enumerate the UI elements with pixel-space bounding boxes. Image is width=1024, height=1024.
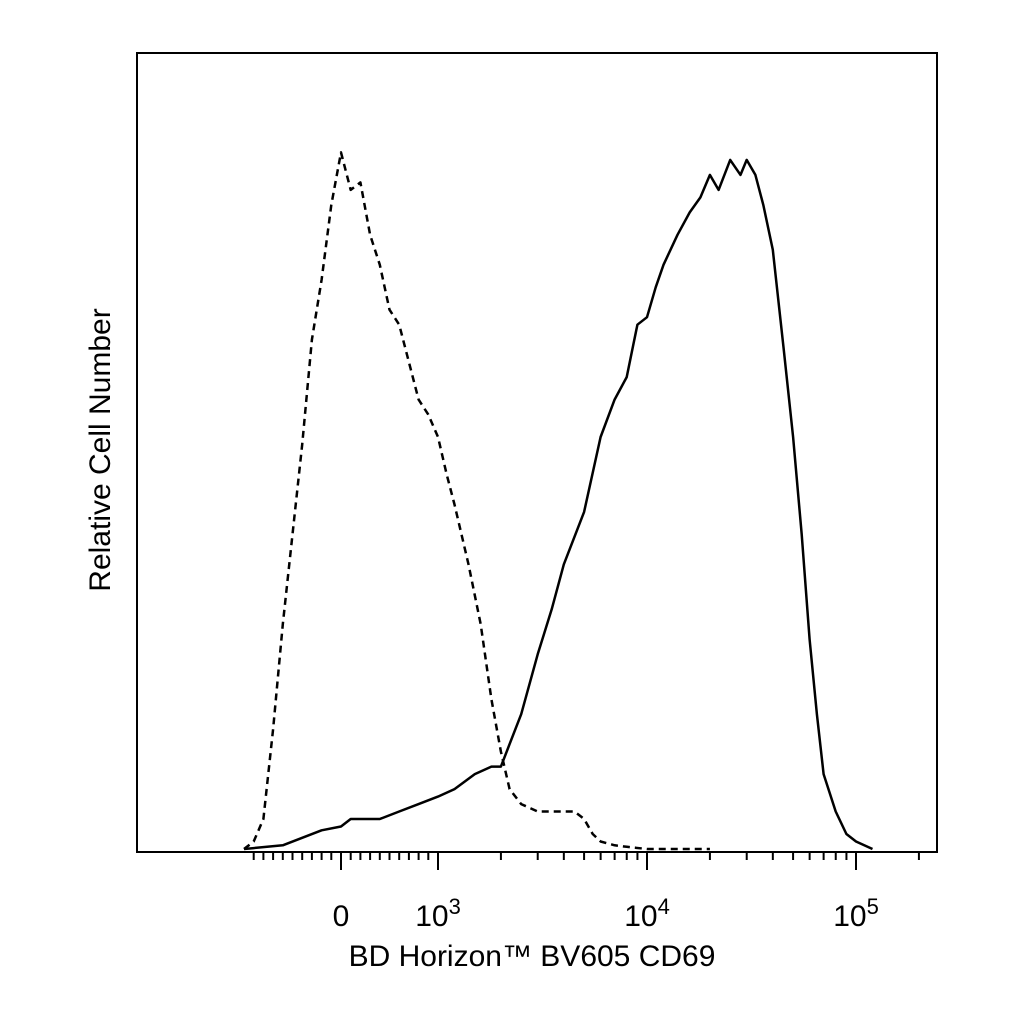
x-axis-label: BD Horizon™ BV605 CD69 [349,940,716,973]
y-axis-label: Relative Cell Number [84,308,117,591]
plot-frame [136,52,938,853]
major-ticks [340,852,857,870]
histogram-curves [243,151,874,851]
tick-labels: 0 103 104 105 [333,894,879,933]
series-line-dashed [243,151,710,851]
x-tick-label: 103 [415,894,461,933]
x-tick-label: 104 [624,894,670,933]
minor-ticks [252,852,920,860]
series-line-solid [243,158,874,851]
x-tick-label: 105 [833,894,879,933]
x-tick-label: 0 [333,900,350,933]
